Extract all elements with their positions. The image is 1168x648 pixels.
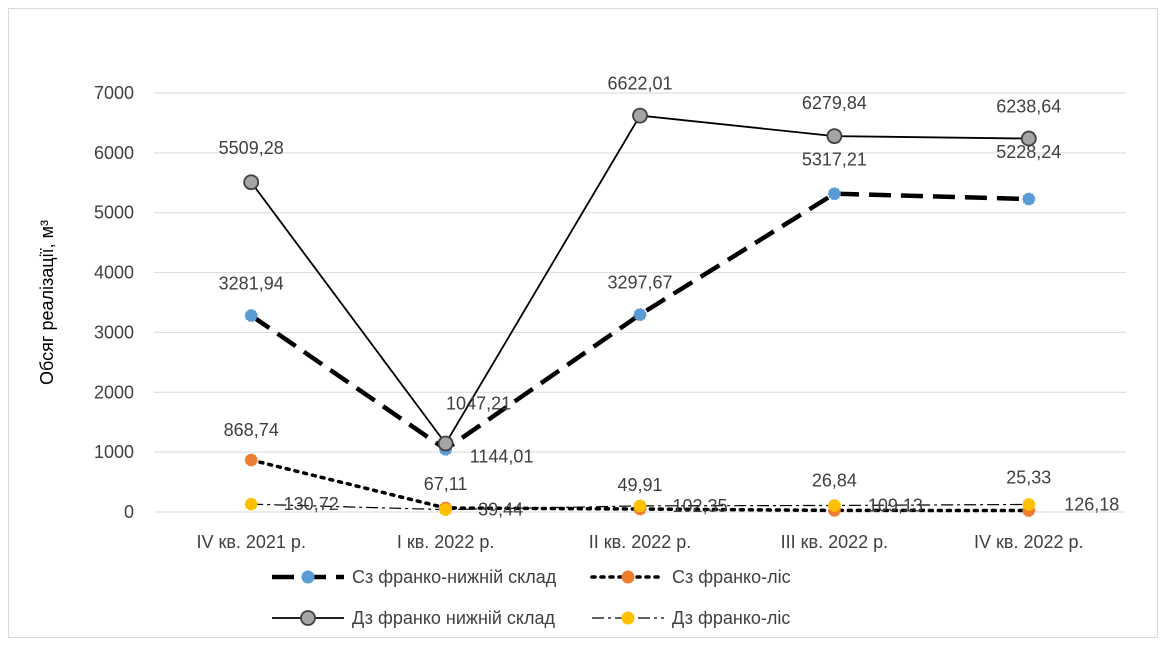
x-tick-label: I кв. 2022 р. (397, 532, 495, 552)
data-point (243, 174, 260, 191)
data-point (244, 309, 258, 323)
data-label: 109,13 (868, 495, 923, 515)
data-label: 3281,94 (219, 274, 284, 294)
legend: Сз франко-нижній склад Сз франко-ліс Дз фр… (272, 567, 791, 628)
data-label: 1047,21 (446, 393, 511, 413)
data-point (1022, 497, 1036, 511)
legend-swatch-marker (621, 611, 635, 625)
y-tick-label: 3000 (94, 322, 134, 342)
y-tick-label: 1000 (94, 442, 134, 462)
y-tick-label: 5000 (94, 203, 134, 223)
legend-item: Дз франко-ліс (592, 608, 790, 628)
data-point (437, 435, 454, 452)
legend-label: Дз франко-ліс (672, 608, 790, 628)
data-point (827, 187, 841, 201)
data-label: 49,91 (617, 475, 662, 495)
y-axis-label: Обсяг реалізації, м³ (37, 220, 57, 385)
gridlines (154, 92, 1126, 513)
data-point (633, 499, 647, 513)
data-label: 39,44 (478, 500, 523, 520)
chart-frame: 0 1000 2000 3000 4000 5000 6000 7000 IV кв. 202… (8, 8, 1158, 638)
data-point (439, 503, 453, 517)
legend-item: Сз франко-ліс (590, 567, 791, 587)
data-point (244, 453, 258, 467)
series-line (249, 191, 1029, 453)
data-label: 1144,01 (470, 447, 534, 467)
data-labels: 3281,94 1047,21 3297,67 5317,21 5228,24 868,7… (219, 74, 1120, 520)
data-label: 3297,67 (607, 273, 672, 293)
x-tick-label: IV кв. 2022 р. (974, 532, 1084, 552)
data-label: 868,74 (224, 420, 279, 440)
legend-swatch-marker (301, 570, 315, 584)
y-axis-ticks: 0 1000 2000 3000 4000 5000 6000 7000 (94, 83, 134, 522)
x-tick-label: II кв. 2022 р. (589, 532, 692, 552)
x-tick-label: III кв. 2022 р. (781, 532, 889, 552)
data-label: 102,35 (672, 496, 727, 516)
series-line (251, 503, 1029, 511)
data-label: 26,84 (812, 470, 857, 490)
data-point (632, 107, 648, 124)
x-axis-ticks: IV кв. 2021 р. I кв. 2022 р. II кв. 2022 р… (196, 532, 1083, 552)
legend-label: Сз франко-нижній склад (352, 567, 557, 587)
series-lines (243, 107, 1037, 517)
data-label: 5317,21 (802, 150, 867, 170)
y-tick-label: 6000 (94, 143, 134, 163)
data-point (1020, 130, 1037, 147)
line-chart: 0 1000 2000 3000 4000 5000 6000 7000 IV кв. 202… (37, 74, 1126, 628)
legend-item: Сз франко-нижній склад (272, 567, 557, 587)
legend-swatch-marker (300, 610, 316, 626)
x-tick-label: IV кв. 2021 р. (196, 532, 306, 552)
data-label: 6279,84 (802, 93, 867, 113)
data-label: 130,72 (284, 494, 339, 514)
data-point (633, 308, 647, 322)
y-tick-label: 0 (124, 502, 134, 522)
data-point (1022, 192, 1036, 206)
data-label: 5228,24 (996, 142, 1061, 162)
data-label: 6622,01 (607, 74, 672, 94)
y-tick-label: 7000 (94, 83, 134, 103)
data-label: 67,11 (424, 474, 468, 494)
data-label: 126,18 (1064, 494, 1119, 514)
data-point (244, 497, 258, 511)
legend-label: Дз франко нижній склад (352, 608, 556, 628)
data-label: 5509,28 (219, 138, 284, 158)
y-tick-label: 2000 (94, 382, 134, 402)
data-point (827, 498, 841, 512)
data-point (826, 128, 843, 145)
y-tick-label: 4000 (94, 263, 134, 283)
legend-swatch-marker (621, 570, 635, 584)
legend-item: Дз франко нижній склад (272, 608, 556, 628)
data-label: 6238,64 (996, 97, 1061, 117)
data-label: 25,33 (1006, 467, 1051, 487)
legend-label: Сз франко-ліс (672, 567, 791, 587)
